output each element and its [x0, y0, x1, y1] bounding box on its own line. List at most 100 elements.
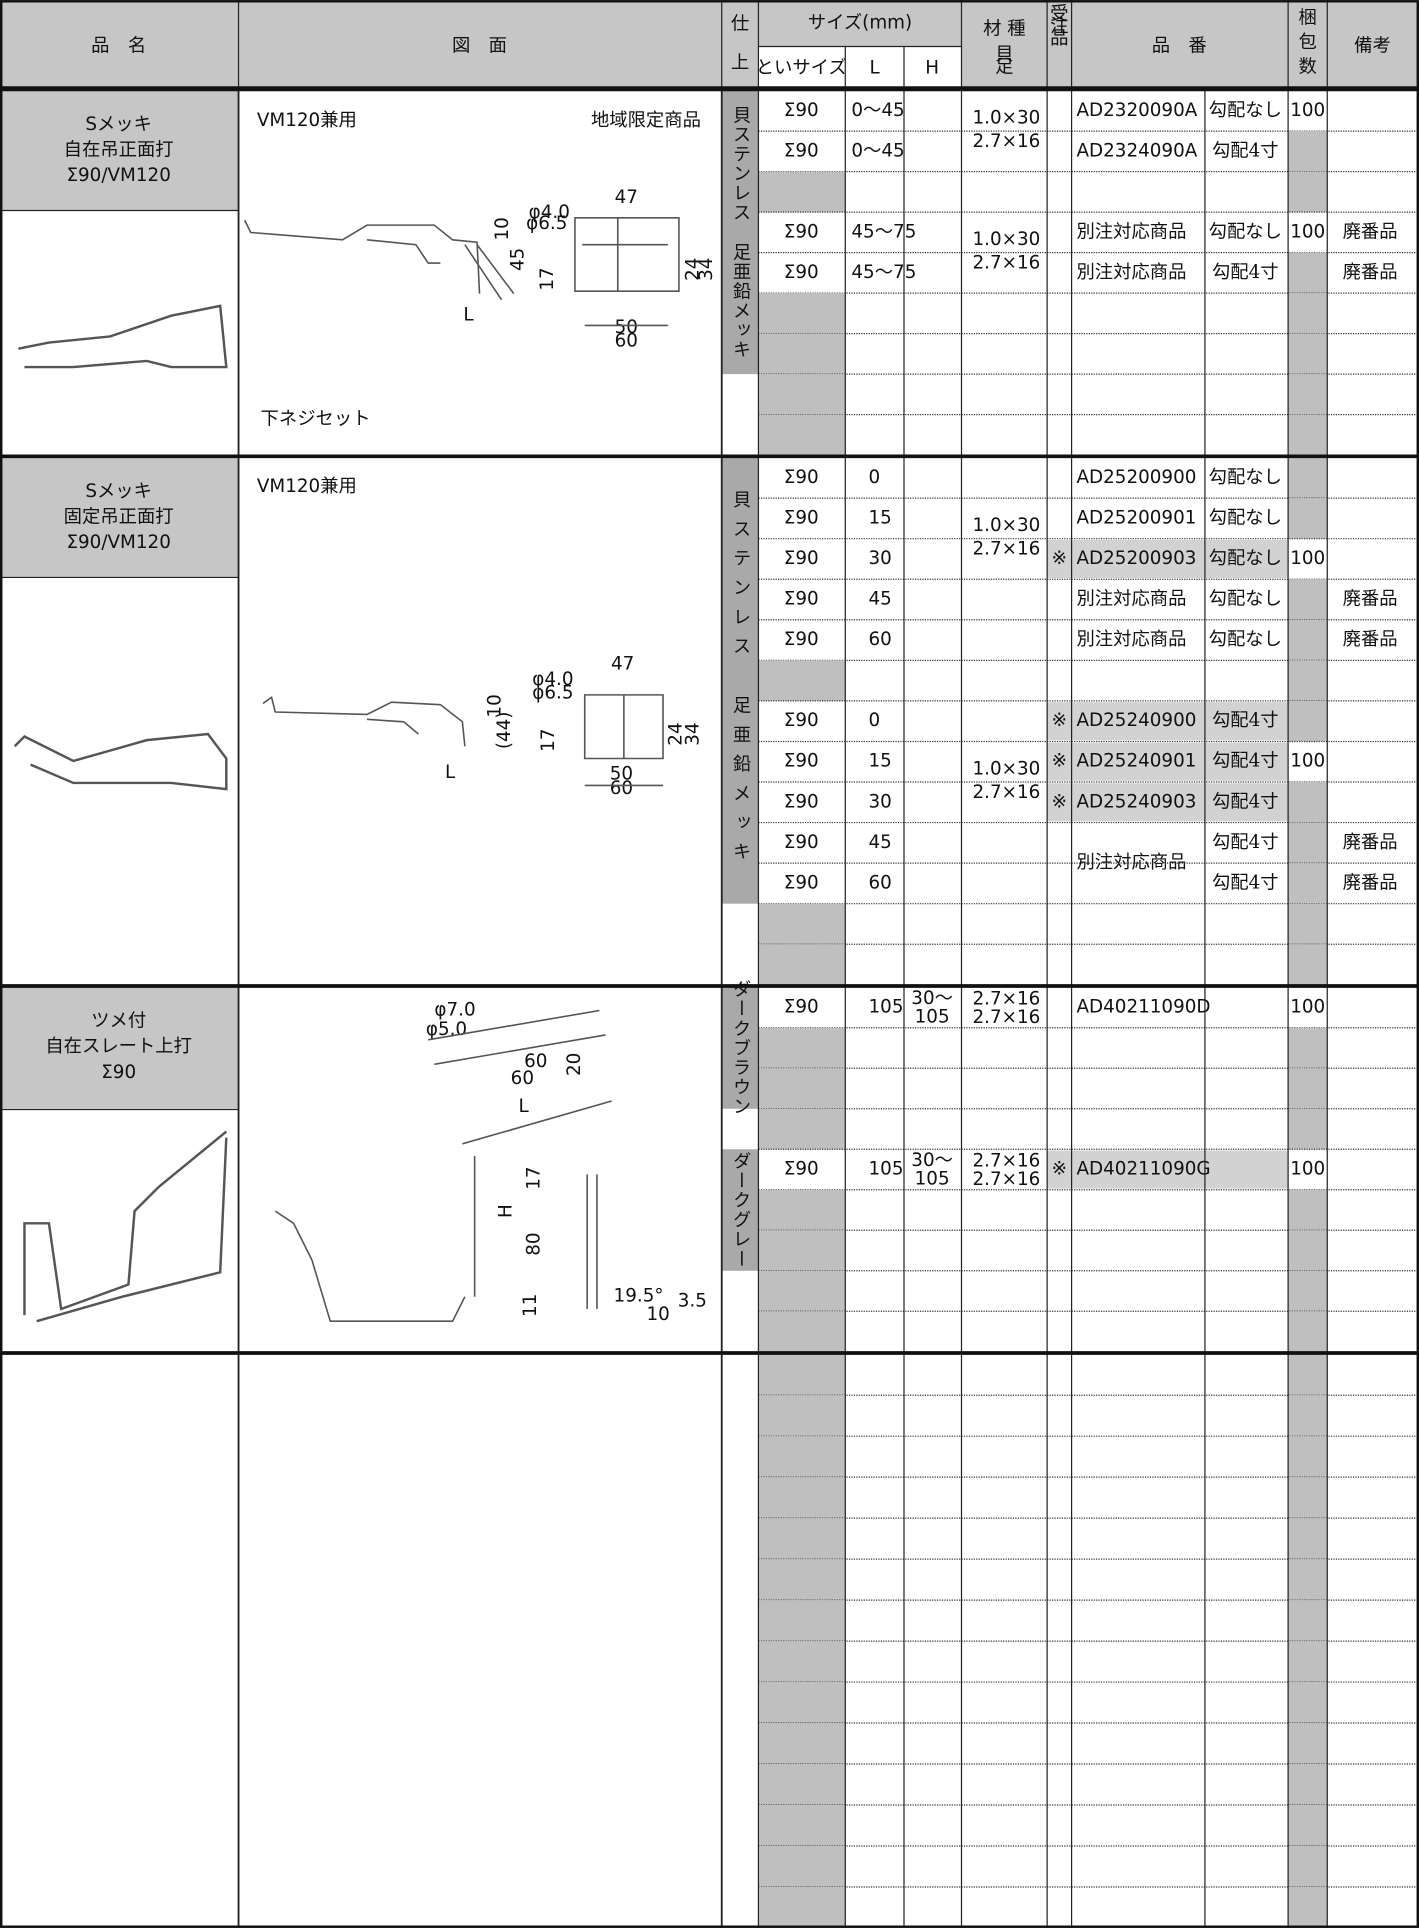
material: 2.7×16: [973, 782, 1041, 803]
drawing-note: VM120兼用: [257, 110, 357, 131]
height: 30〜: [911, 988, 953, 1009]
gutter-gray: [758, 1518, 846, 1560]
length: 105: [869, 996, 904, 1017]
pack-gray: [1288, 131, 1328, 172]
header-text: 注: [1050, 16, 1068, 37]
height: 30〜: [911, 1150, 953, 1171]
product-name: Sメッキ: [85, 114, 152, 135]
material: 1.0×30: [973, 108, 1041, 129]
dimension-label: 17: [524, 1166, 545, 1189]
length: 0: [869, 710, 881, 731]
pack-gray: [1288, 252, 1328, 294]
material: 2.7×16: [973, 1169, 1041, 1190]
finish-band: [721, 987, 759, 1109]
gutter-size: Σ90: [784, 872, 819, 893]
pack-gray: [1288, 1189, 1328, 1231]
length: 15: [869, 751, 892, 772]
product-name: ツメ付: [91, 1010, 146, 1031]
dimension-label: 50: [615, 317, 638, 338]
pack-gray: [1288, 1436, 1328, 1478]
gutter-gray: [758, 293, 846, 334]
gutter-gray: [758, 1764, 846, 1806]
length: 30: [869, 548, 892, 569]
slope: 勾配なし: [1209, 467, 1282, 488]
pack-gray: [1288, 1068, 1328, 1109]
finish-text: 貝ステンレス 足亜鉛メッキ: [730, 105, 751, 359]
remark: 廃番品: [1343, 589, 1398, 610]
gutter-gray: [758, 1027, 846, 1069]
product-name: 固定吊正面打: [64, 507, 174, 528]
pack-qty: 100: [1290, 996, 1325, 1017]
header-text: 梱: [1299, 7, 1317, 28]
slope: 勾配4寸: [1212, 872, 1279, 893]
header-text: L: [870, 58, 881, 79]
dimension-label: 19.5°: [614, 1286, 664, 1307]
gutter-size: Σ90: [784, 710, 819, 731]
dimension-label: 60: [511, 1068, 534, 1089]
pack-gray: [1288, 1641, 1328, 1683]
part-number: AD40211090D: [1076, 996, 1210, 1017]
slope: 勾配4寸: [1212, 791, 1279, 812]
dimension-label: 20: [564, 1053, 585, 1076]
dimension-label: φ4.0: [532, 669, 573, 690]
pack-gray: [1288, 498, 1328, 539]
slope: 勾配なし: [1209, 548, 1282, 569]
pack-qty: 100: [1290, 100, 1325, 121]
pack-gray: [1288, 1027, 1328, 1069]
material: 1.0×30: [973, 515, 1041, 536]
gutter-size: Σ90: [784, 1159, 819, 1180]
dimension-label: 80: [524, 1232, 545, 1255]
highlight: [1047, 1150, 1289, 1189]
product-name: Sメッキ: [85, 481, 152, 502]
dimension-label: φ6.5: [526, 213, 567, 234]
material: 1.0×30: [973, 759, 1041, 780]
dimension-label: 10: [484, 694, 505, 717]
length: 60: [869, 872, 892, 893]
slope: 勾配4寸: [1212, 710, 1279, 731]
pack-gray: [1288, 414, 1328, 456]
sketch-line: [583, 694, 664, 787]
dimension-label: 3.5: [678, 1291, 707, 1312]
material: 2.7×16: [973, 538, 1041, 559]
header-text: 包: [1299, 32, 1317, 53]
length: 0: [869, 467, 881, 488]
part-number: AD25240900: [1076, 710, 1196, 731]
sketches: [13, 217, 680, 1323]
gutter-gray: [758, 1395, 846, 1437]
gutter-size: Σ90: [784, 221, 819, 242]
gutter-gray: [758, 374, 846, 415]
remark: 廃番品: [1343, 872, 1398, 893]
gutter-size: Σ90: [784, 467, 819, 488]
remark: 廃番品: [1343, 221, 1398, 242]
material: 1.0×30: [973, 229, 1041, 250]
dimension-label: L: [463, 305, 474, 326]
order-mark: ※: [1052, 548, 1067, 569]
pack-gray: [1288, 1600, 1328, 1642]
product-name: Σ90: [101, 1062, 136, 1083]
dimension-label: 47: [611, 653, 634, 674]
dimension-label: 60: [610, 778, 633, 799]
gutter-size: Σ90: [784, 629, 819, 650]
order-mark: ※: [1052, 710, 1067, 731]
gutter-size: Σ90: [784, 100, 819, 121]
material: 2.7×16: [973, 131, 1041, 152]
sketch-line: [274, 1009, 612, 1322]
part-number: AD25200901: [1076, 507, 1196, 528]
remark: 廃番品: [1343, 832, 1398, 853]
header-text: 品 番: [1152, 36, 1207, 57]
dimension-label: φ4.0: [529, 202, 570, 223]
finish-text: 貝ステンレス 足亜鉛メッキ: [730, 490, 751, 872]
dimension-label: 24: [683, 258, 704, 281]
gutter-gray: [758, 1108, 846, 1150]
part-number: AD25200900: [1076, 467, 1196, 488]
part-number: AD25240901: [1076, 751, 1196, 772]
order-mark: ※: [1052, 1159, 1067, 1180]
length: 15: [869, 507, 892, 528]
pack-gray: [1288, 863, 1328, 904]
part-number: AD2324090A: [1076, 140, 1197, 161]
header-text: サイズ(mm): [808, 12, 912, 33]
highlight: [1047, 783, 1289, 822]
header-text: 材 種: [983, 18, 1025, 39]
pack-gray: [1288, 1477, 1328, 1519]
